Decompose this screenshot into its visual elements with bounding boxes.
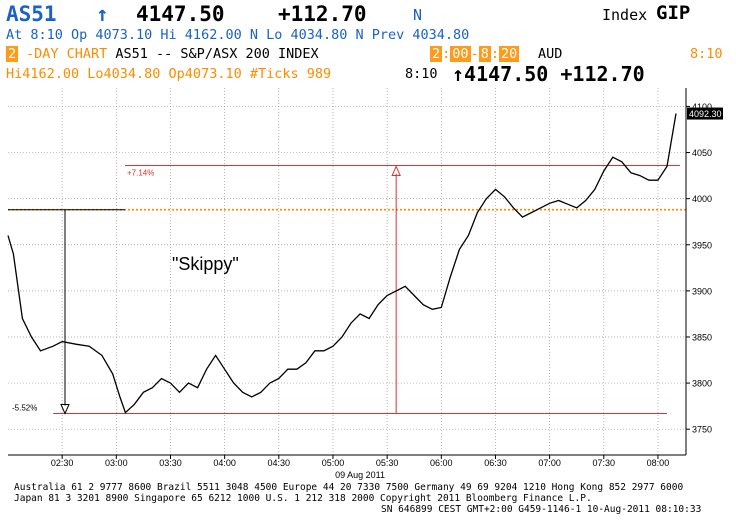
ticker: AS51	[6, 2, 57, 26]
x-tick-label: 05:30	[376, 458, 399, 468]
drop-percent-label: -5.52%	[12, 404, 37, 413]
chart-title-prefix: -DAY CHART	[26, 46, 108, 62]
skippy-label: "Skippy"	[172, 254, 239, 274]
x-tick-label: 03:00	[105, 458, 128, 468]
rise-percent-label: +7.14%	[127, 168, 154, 177]
price-flag: N	[413, 6, 423, 24]
x-tick-label: 06:30	[484, 458, 507, 468]
time-right: 8:10	[690, 46, 723, 62]
y-tick-label: 3900	[692, 286, 712, 296]
quote-details: At 8:10 Op 4073.10 Hi 4162.00 N Lo 4034.…	[0, 27, 736, 44]
index-label: Index	[602, 6, 648, 24]
last-price-tag-label: 4092.30	[689, 109, 722, 119]
x-tick-label: 08:00	[647, 458, 670, 468]
stats-bar: Hi4162.00 Lo4034.80 Op4073.10 #Ticks 989…	[0, 62, 736, 86]
last-price-tag	[687, 107, 723, 120]
y-tick-label: 4050	[692, 148, 712, 158]
net-change: +112.70	[278, 2, 367, 26]
footer-line-3: SN 646899 CEST GMT+2:00 G459-1146-1 10-A…	[381, 504, 702, 515]
at-line: At 8:10 Op 4073.10 Hi 4162.00 N Lo 4034.…	[6, 27, 470, 43]
time-to-min[interactable]: 20	[498, 46, 520, 62]
chart-settings-bar: 2 -DAY CHART AS51 -- S&P/ASX 200 INDEX 2…	[0, 45, 736, 63]
up-arrow-icon: ↑	[96, 2, 109, 26]
y-tick-label: 3950	[692, 240, 712, 250]
day-count-field[interactable]: 2	[6, 46, 19, 62]
x-tick-label: 02:30	[51, 458, 74, 468]
intraday-chart: 3750 3800 3850 3900 3950 4000 4050 4100 02:30 03:…	[7, 88, 723, 480]
chart-title: -DAY CHART AS51 -- S&P/ASX 200 INDEX	[26, 46, 319, 62]
time-to-hour[interactable]: 8	[478, 46, 491, 62]
quote-header: AS51 ↑ 4147.50 +112.70 N Index GIP	[0, 0, 736, 26]
time-from-min[interactable]: 00	[450, 46, 471, 62]
last-price: 4147.50	[136, 2, 225, 26]
y-tick-label: 4000	[692, 194, 712, 204]
time-range: 2:00-8:20	[430, 46, 520, 62]
gip-function[interactable]: GIP	[656, 2, 691, 24]
rise-arrow-icon	[391, 165, 401, 176]
annotations: +7.14% -5.52% "Skippy" 4092.30	[12, 107, 723, 413]
stats-last: ↑4147.50 +112.70	[452, 62, 645, 86]
reference-lines	[8, 164, 686, 415]
x-tick-label: 07:30	[593, 458, 616, 468]
chart-title-text: AS51 -- S&P/ASX 200 INDEX	[107, 46, 319, 62]
x-tick-label: 05:00	[322, 458, 345, 468]
drop-arrow-icon	[60, 404, 70, 415]
x-tick-label: 06:00	[430, 458, 453, 468]
x-axis-label: 09 Aug 2011	[335, 470, 385, 480]
x-tick-label: 07:00	[538, 458, 561, 468]
y-tick-label: 3750	[692, 425, 712, 435]
stats-line: Hi4162.00 Lo4034.80 Op4073.10 #Ticks 989	[6, 66, 332, 82]
time-from-hour[interactable]: 2	[430, 46, 443, 62]
x-tick-label: 04:00	[213, 458, 236, 468]
footer-line-2: Japan 81 3 3201 8900 Singapore 65 6212 1…	[14, 493, 592, 504]
y-tick-label: 4100	[692, 102, 712, 112]
stats-time: 8:10	[405, 66, 438, 82]
y-tick-label: 3850	[692, 332, 712, 342]
chart-axes: 3750 3800 3850 3900 3950 4000 4050 4100 02:30 03:…	[8, 88, 712, 480]
currency: AUD	[538, 46, 563, 62]
price-series-line	[7, 113, 677, 414]
chart-grid	[8, 88, 686, 455]
y-tick-label: 3800	[692, 379, 712, 389]
footer-line-1: Australia 61 2 9777 8600 Brazil 5511 304…	[14, 482, 684, 493]
x-tick-label: 04:30	[268, 458, 291, 468]
x-tick-label: 03:30	[159, 458, 182, 468]
